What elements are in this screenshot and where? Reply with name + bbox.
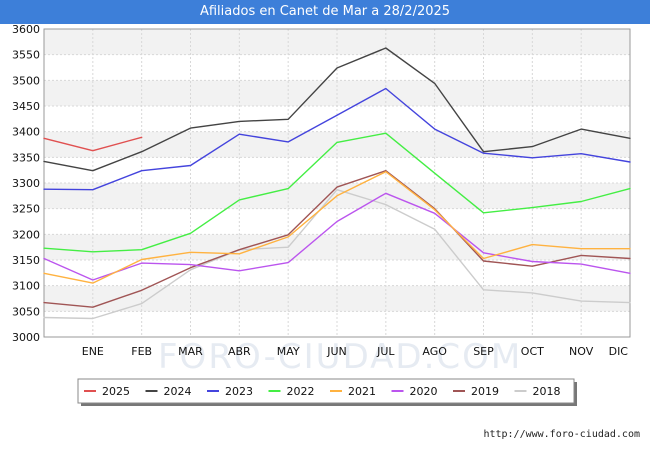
legend-label-2020: 2020 <box>410 385 438 398</box>
series-line-2020 <box>43 192 631 281</box>
x-tick-label: AGO <box>422 345 447 358</box>
plot-frame <box>43 28 631 338</box>
x-tick-label: NOV <box>569 345 594 358</box>
x-tick-label: JUN <box>326 345 347 358</box>
y-tick-label: 3500 <box>12 74 40 87</box>
y-tick-label: 3550 <box>12 49 40 62</box>
legend: 2025 2024 2023 2022 2021 2020 2019 2018 <box>84 385 561 398</box>
y-tick-label: 3000 <box>12 331 40 344</box>
x-axis-ticks: ENE FEB MAR ABR MAY JUN JUL AGO SEP OCT NOV DIC <box>82 345 629 358</box>
legend-label-2021: 2021 <box>348 385 376 398</box>
y-tick-label: 3350 <box>12 151 40 164</box>
legend-label-2025: 2025 <box>102 385 130 398</box>
series-lines <box>43 47 631 320</box>
x-tick-label: FEB <box>131 345 152 358</box>
y-tick-label: 3300 <box>12 177 40 190</box>
x-tick-label: MAR <box>178 345 203 358</box>
y-tick-label: 3600 <box>12 23 40 36</box>
series-line-2023 <box>43 87 631 191</box>
y-axis-ticks: 3000 3050 3100 3150 3200 3250 3300 3350 3400 3450… <box>12 23 40 344</box>
y-tick-label: 3050 <box>12 305 40 318</box>
x-tick-label: ABR <box>228 345 251 358</box>
legend-label-2022: 2022 <box>287 385 315 398</box>
series-line-2022 <box>43 132 631 253</box>
x-tick-label: MAY <box>277 345 300 358</box>
y-tick-label: 3200 <box>12 228 40 241</box>
plot-band <box>44 311 630 337</box>
source-url: http://www.foro-ciudad.com <box>483 429 640 440</box>
chart-title: Afiliados en Canet de Mar a 28/2/2025 <box>0 0 650 24</box>
x-tick-label: DIC <box>609 345 629 358</box>
x-tick-label: SEP <box>473 345 494 358</box>
legend-label-2023: 2023 <box>225 385 253 398</box>
series-line-2018 <box>43 188 631 320</box>
y-tick-label: 3250 <box>12 203 40 216</box>
series-line-2024 <box>43 47 631 172</box>
y-tick-label: 3450 <box>12 100 40 113</box>
series-line-2021 <box>43 170 631 284</box>
y-tick-label: 3400 <box>12 126 40 139</box>
x-tick-label: JUL <box>376 345 395 358</box>
watermark: FORO-CIUDAD.COM <box>158 337 522 377</box>
y-tick-label: 3100 <box>12 280 40 293</box>
x-tick-label: ENE <box>82 345 104 358</box>
legend-box <box>77 378 575 404</box>
legend-label-2024: 2024 <box>164 385 192 398</box>
legend-label-2018: 2018 <box>533 385 561 398</box>
series-line-2019 <box>43 169 631 308</box>
legend-label-2019: 2019 <box>471 385 499 398</box>
x-tick-label: OCT <box>521 345 544 358</box>
series-line-2025 <box>43 136 143 152</box>
y-tick-label: 3150 <box>12 254 40 267</box>
